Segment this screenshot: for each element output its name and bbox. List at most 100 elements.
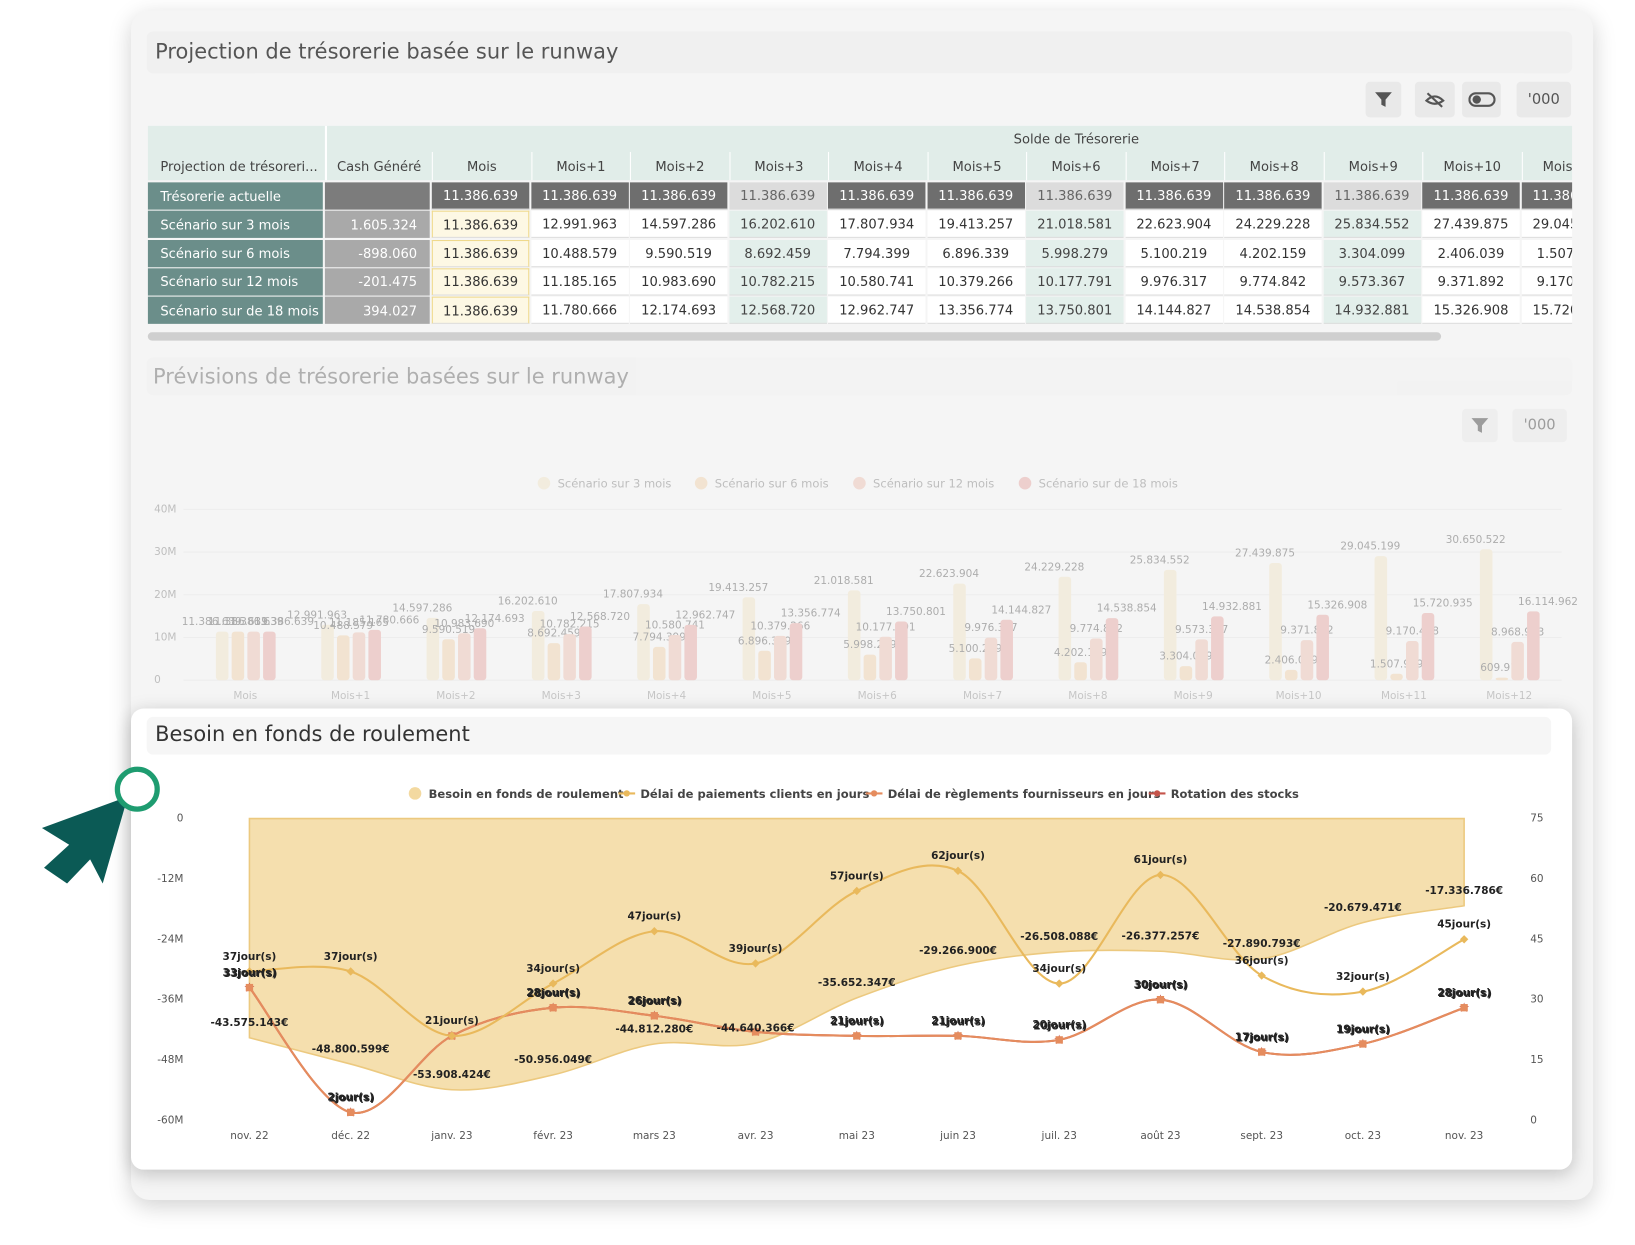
value-label: 22.623.904 [919, 568, 979, 580]
bar [1179, 666, 1193, 681]
marker [954, 1032, 962, 1040]
bar [531, 611, 545, 681]
y2-tick-label: 0 [1530, 1114, 1537, 1126]
column-header: Mois+9 [1323, 151, 1422, 181]
value-cell: 11.780.666 [530, 296, 629, 325]
bar [1479, 549, 1493, 681]
panel-title: Projection de trésorerie basée sur le ru… [155, 38, 619, 64]
x-tick-label: mai 23 [839, 1130, 875, 1142]
value-label: 14.932.881 [1202, 601, 1262, 613]
bar [879, 636, 892, 681]
value-label: 10.379.266 [750, 620, 810, 632]
bar [863, 654, 877, 681]
value-label: -17.336.786€ [1425, 885, 1503, 897]
unit-button[interactable]: '000 [1512, 408, 1567, 443]
bar [758, 650, 771, 681]
value-cell: 11.386.639 [927, 182, 1025, 210]
legend-swatch [408, 787, 422, 800]
value-label: 27.439.875 [1235, 548, 1295, 560]
marker [650, 1012, 659, 1020]
column-header: Mois+3 [728, 151, 828, 181]
value-cell: 15.326.908 [1422, 296, 1520, 325]
y-tick-label: 0 [154, 674, 161, 686]
value-label: 20jour(s) [1033, 1020, 1087, 1032]
bar [263, 631, 276, 681]
filter-button[interactable] [1365, 81, 1402, 118]
value-cell: 4.202.159 [1224, 239, 1322, 267]
bar [774, 635, 787, 681]
value-label: 21jour(s) [931, 1015, 985, 1027]
column-header: Mois [431, 151, 531, 181]
value-label: 12.174.693 [465, 613, 525, 625]
legend-label: Délai de règlements fournisseurs en jour… [888, 787, 1161, 801]
value-label: 11.386.639 [254, 616, 314, 628]
value-cell: 27.439.875 [1422, 210, 1520, 239]
filter-button[interactable] [1462, 408, 1498, 443]
value-label: 13.750.801 [886, 606, 946, 618]
bar [1074, 662, 1087, 681]
value-label: 14.538.854 [1097, 603, 1157, 615]
value-label: 21.018.581 [814, 575, 874, 587]
value-cell: 12.991.963 [530, 210, 629, 239]
value-cell: 12.962.747 [827, 296, 926, 325]
bar [1269, 563, 1282, 681]
value-cell: 5.998.279 [1026, 239, 1124, 267]
x-tick-label: Mois [233, 690, 257, 702]
y2-tick-label: 75 [1530, 813, 1543, 825]
value-cell: 11.386.639 [431, 210, 530, 239]
legend-swatch [623, 790, 630, 797]
value-label: 11.185.165 [329, 617, 389, 629]
bar [1195, 639, 1208, 681]
bar [1421, 613, 1435, 681]
legend-label: Scénario sur 6 mois [715, 477, 829, 491]
value-label: 12.962.747 [675, 609, 735, 621]
marker [447, 1031, 457, 1041]
toggle-button[interactable] [1462, 81, 1501, 118]
value-label: 34jour(s) [1032, 963, 1086, 975]
value-label: 17.807.934 [603, 589, 663, 601]
legend-label: Scénario sur 3 mois [558, 477, 672, 491]
x-tick-label: Mois+6 [858, 690, 897, 702]
x-tick-label: janv. 23 [430, 1130, 472, 1142]
marker [1156, 870, 1165, 880]
hide-button[interactable] [1414, 81, 1455, 118]
y2-tick-label: 15 [1530, 1054, 1543, 1066]
row-label: Trésorerie actuelle [147, 182, 323, 210]
x-tick-label: août 23 [1140, 1130, 1180, 1142]
marker [1258, 1048, 1266, 1056]
marker [1257, 971, 1266, 980]
value-label: 13.356.774 [781, 608, 841, 620]
filter-icon [1375, 92, 1392, 107]
marker [650, 927, 659, 936]
bar [684, 624, 697, 681]
value-cell: 11.386.639 [431, 239, 530, 267]
value-label: 26jour(s) [627, 995, 681, 1007]
value-cell: 22.623.904 [1125, 210, 1223, 239]
value-label: 19jour(s) [1337, 1024, 1391, 1036]
cursor [41, 766, 160, 884]
value-label: 28jour(s) [1437, 987, 1491, 999]
y-tick-label: 20M [154, 589, 176, 601]
bar [1527, 611, 1540, 681]
scrollbar[interactable] [147, 332, 1442, 341]
value-cell: 25.834.552 [1323, 210, 1421, 239]
value-label: 11.386.639 [224, 616, 284, 628]
x-tick-label: Mois+11 [1381, 690, 1427, 702]
value-label: -53.908.424€ [413, 1069, 491, 1081]
bar [1090, 638, 1103, 681]
value-label: 5.998.279 [843, 639, 896, 651]
value-label: 7.794.399 [633, 631, 686, 643]
value-label: 24.229.228 [1024, 561, 1084, 573]
bar [789, 623, 803, 681]
bar [247, 631, 260, 681]
value-cell: 15.720.935 [1521, 296, 1573, 325]
value-label: 9.774.842 [1070, 623, 1123, 635]
bar [563, 634, 576, 681]
unit-button[interactable]: '000 [1516, 81, 1572, 118]
bar [426, 617, 440, 681]
bar [953, 583, 966, 681]
y2-tick-label: 60 [1530, 873, 1543, 885]
cash-cell [324, 182, 430, 210]
eye-icon [1424, 92, 1445, 108]
